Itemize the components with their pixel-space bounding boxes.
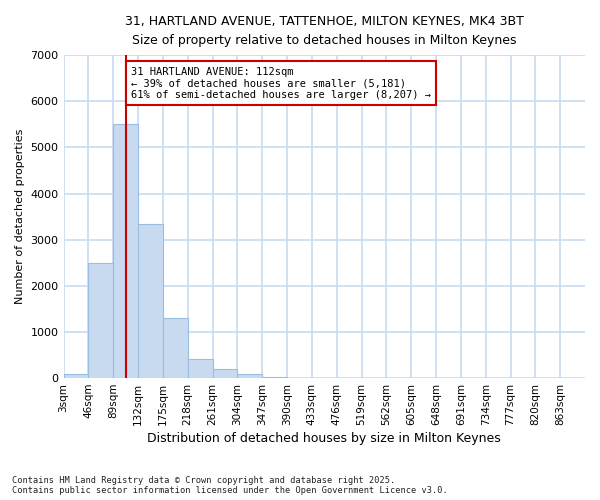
Bar: [138, 224, 163, 378]
Bar: [113, 124, 138, 378]
Text: Contains HM Land Registry data © Crown copyright and database right 2025.
Contai: Contains HM Land Registry data © Crown c…: [12, 476, 448, 495]
Bar: [88, 262, 113, 378]
Bar: [163, 318, 188, 378]
Bar: [238, 374, 262, 378]
Y-axis label: Number of detached properties: Number of detached properties: [15, 129, 25, 304]
Bar: [64, 374, 88, 378]
Title: 31, HARTLAND AVENUE, TATTENHOE, MILTON KEYNES, MK4 3BT
Size of property relative: 31, HARTLAND AVENUE, TATTENHOE, MILTON K…: [125, 15, 524, 47]
Bar: [212, 369, 238, 378]
X-axis label: Distribution of detached houses by size in Milton Keynes: Distribution of detached houses by size …: [148, 432, 501, 445]
Bar: [262, 376, 287, 378]
Text: 31 HARTLAND AVENUE: 112sqm
← 39% of detached houses are smaller (5,181)
61% of s: 31 HARTLAND AVENUE: 112sqm ← 39% of deta…: [131, 66, 431, 100]
Bar: [188, 358, 212, 378]
